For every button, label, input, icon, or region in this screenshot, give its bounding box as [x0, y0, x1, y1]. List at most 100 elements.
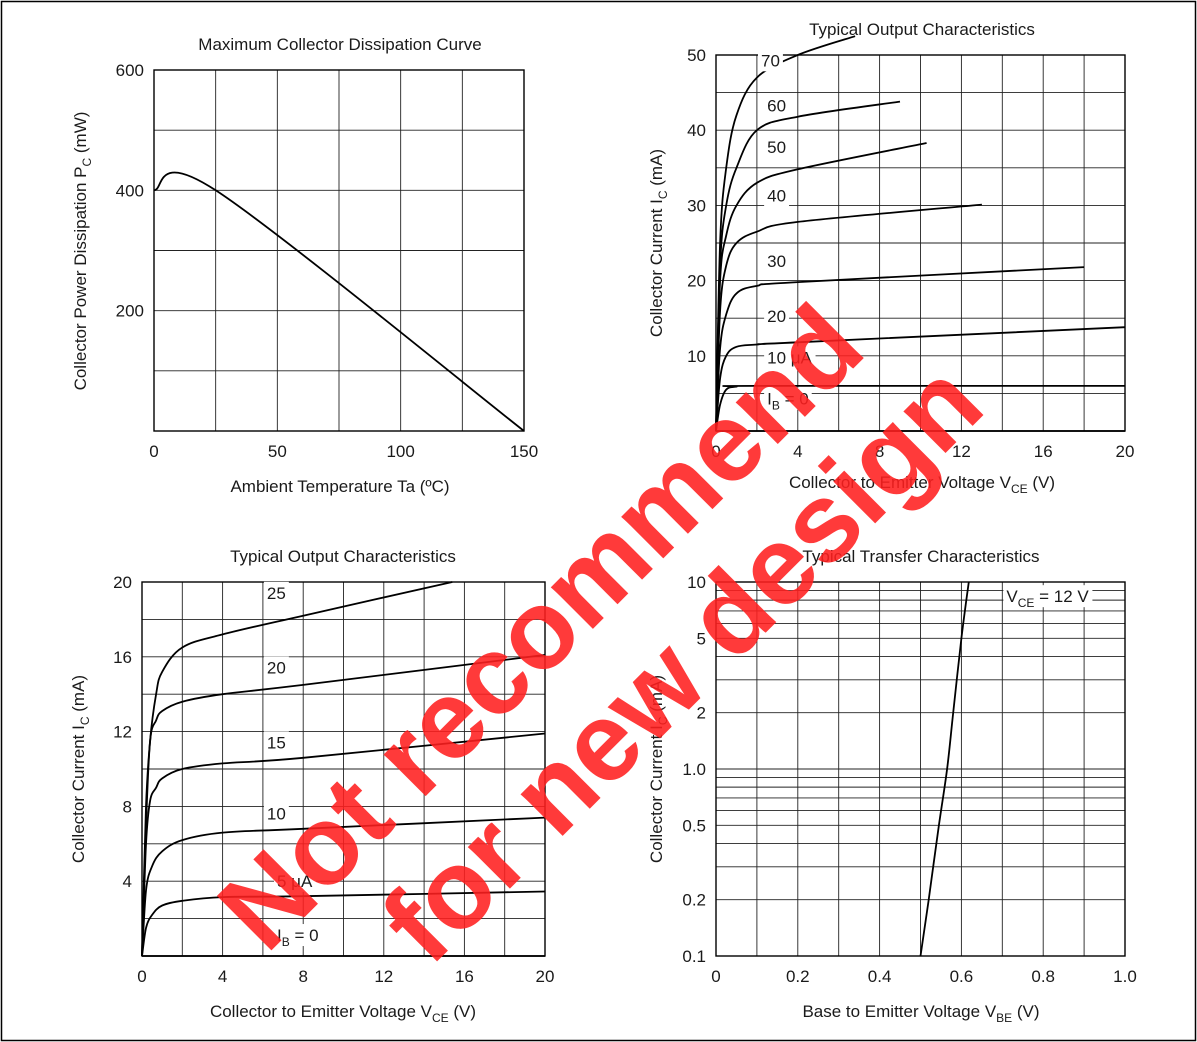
y-tick-label: 50	[687, 46, 706, 65]
x-axis-label-main: Collector to Emitter Voltage V	[210, 1002, 433, 1021]
x-tick-label: 0.4	[868, 967, 892, 986]
series-line	[715, 326, 1126, 432]
y-axis-label: Collector Current IC (mA)	[647, 675, 670, 863]
annotation-background	[263, 731, 289, 754]
annotation-background	[263, 581, 289, 604]
curve-label-main: 30	[767, 252, 786, 271]
x-axis-label-unit: (V)	[1012, 1002, 1039, 1021]
annotation-background	[764, 94, 790, 117]
y-tick-label: 2	[697, 704, 706, 723]
y-axis-label: Collector Power Dissipation PC (mW)	[71, 112, 94, 391]
chart-title: Maximum Collector Dissipation Curve	[198, 35, 481, 54]
x-tick-label: 12	[952, 442, 971, 461]
y-tick-label: 5	[697, 629, 706, 648]
series-line	[715, 142, 927, 432]
chart-title: Typical Transfer Characteristics	[802, 547, 1039, 566]
curve-label: 5 μA	[277, 872, 313, 891]
plot-area: 0 50 100 150 200 400 600	[116, 61, 539, 461]
curve-label: 10	[267, 804, 286, 823]
annotation-background	[757, 49, 783, 72]
y-axis-label-main: Collector Current I	[647, 725, 666, 863]
plot-area: 0 4 8 12 16 20 10 20 30 40 50 70 60 50 40 30 20 10 μA IB =…	[687, 35, 1135, 461]
annotation-background	[263, 802, 289, 825]
y-tick-label: 400	[116, 181, 144, 200]
x-axis-label-unit: (V)	[1028, 473, 1055, 492]
x-axis-label: Ambient Temperature Ta (ºC)	[230, 477, 449, 496]
x-axis-label: Base to Emitter Voltage VBE (V)	[802, 1002, 1039, 1025]
series-group	[141, 581, 546, 957]
curve-label-tail: = 0	[780, 390, 809, 409]
series-group	[919, 581, 970, 957]
plot-area: 0 4 8 12 16 20 4 8 12 16 20 25 20 15 10 5 μA IB = 0	[113, 573, 554, 986]
grid	[716, 582, 1125, 956]
x-tick-label: 20	[536, 967, 555, 986]
curve-label: 10 μA	[767, 348, 812, 367]
curve-label-main: 40	[767, 187, 786, 206]
curve-label: 50	[767, 138, 786, 157]
y-axis-label-unit: (mA)	[647, 149, 666, 191]
y-tick-label: 12	[113, 723, 132, 742]
curve-label: 15	[267, 733, 286, 752]
curve-label-tail: = 12 V	[1034, 587, 1089, 606]
annotation-background	[764, 250, 790, 273]
chart-title: Typical Output Characteristics	[809, 20, 1035, 39]
y-axis-label-subscript: C	[78, 716, 92, 725]
series-line	[715, 384, 1126, 432]
x-axis-label-subscript: CE	[1011, 482, 1028, 496]
curve-label-tail: = 0	[290, 926, 319, 945]
x-tick-label: 12	[374, 967, 393, 986]
curve-label-main: 70	[761, 51, 780, 70]
series-line	[715, 203, 982, 432]
series-group	[715, 35, 1126, 432]
y-tick-label: 200	[116, 302, 144, 321]
x-tick-label: 0	[711, 967, 720, 986]
curve-label: IB = 0	[277, 926, 319, 949]
annotations: 25 20 15 10 5 μA IB = 0	[263, 581, 322, 949]
annotation-background	[274, 869, 316, 892]
tick-labels: 0 0.2 0.4 0.6 0.8 1.0 0.1 0.2 0.5 1.0 2 5 10	[682, 573, 1136, 986]
y-tick-label: 10	[687, 573, 706, 592]
curve-label: 40	[767, 187, 786, 206]
y-axis-label-unit: (mA)	[69, 675, 88, 717]
curve-label-main: V	[1006, 587, 1018, 606]
y-axis-label-unit: (mA)	[647, 675, 666, 717]
x-axis-label-main: Base to Emitter Voltage V	[802, 1002, 996, 1021]
curve-label: IB = 0	[767, 390, 809, 413]
annotation-background	[1003, 585, 1093, 608]
curve-label: 70	[761, 51, 780, 70]
curve-label-main: 15	[267, 733, 286, 752]
y-axis-label-unit: (mW)	[71, 112, 90, 158]
tick-labels: 0 4 8 12 16 20 4 8 12 16 20	[113, 573, 554, 986]
annotation-background	[764, 184, 790, 207]
curve-label: 20	[267, 659, 286, 678]
grid	[154, 70, 524, 431]
annotations: VCE = 12 V	[1003, 585, 1093, 610]
y-tick-label: 0.5	[682, 816, 706, 835]
x-tick-label: 0.2	[786, 967, 810, 986]
annotation-background	[764, 387, 812, 410]
curve-label-main: 10 μA	[767, 348, 812, 367]
y-axis-label: Collector Current IC (mA)	[69, 675, 92, 863]
x-tick-label: 100	[386, 442, 414, 461]
x-tick-label: 0.6	[950, 967, 974, 986]
x-tick-label: 8	[875, 442, 884, 461]
curve-label-main: 50	[767, 138, 786, 157]
y-axis-label-subscript: C	[656, 716, 670, 725]
x-tick-label: 16	[455, 967, 474, 986]
x-tick-label: 0.8	[1031, 967, 1055, 986]
plot-frame	[153, 69, 525, 432]
x-tick-label: 20	[1116, 442, 1135, 461]
y-tick-label: 4	[123, 872, 132, 891]
series-line	[153, 171, 525, 432]
curve-label-subscript: CE	[1018, 596, 1035, 610]
x-axis-label: Collector to Emitter Voltage VCE (V)	[789, 473, 1055, 496]
y-tick-label: 40	[687, 121, 706, 140]
y-tick-label: 0.2	[682, 891, 706, 910]
curve-label-main: 20	[267, 659, 286, 678]
y-tick-label: 16	[113, 648, 132, 667]
annotation-background	[764, 135, 790, 158]
curve-label-main: 10	[267, 804, 286, 823]
annotation-background	[263, 656, 289, 679]
